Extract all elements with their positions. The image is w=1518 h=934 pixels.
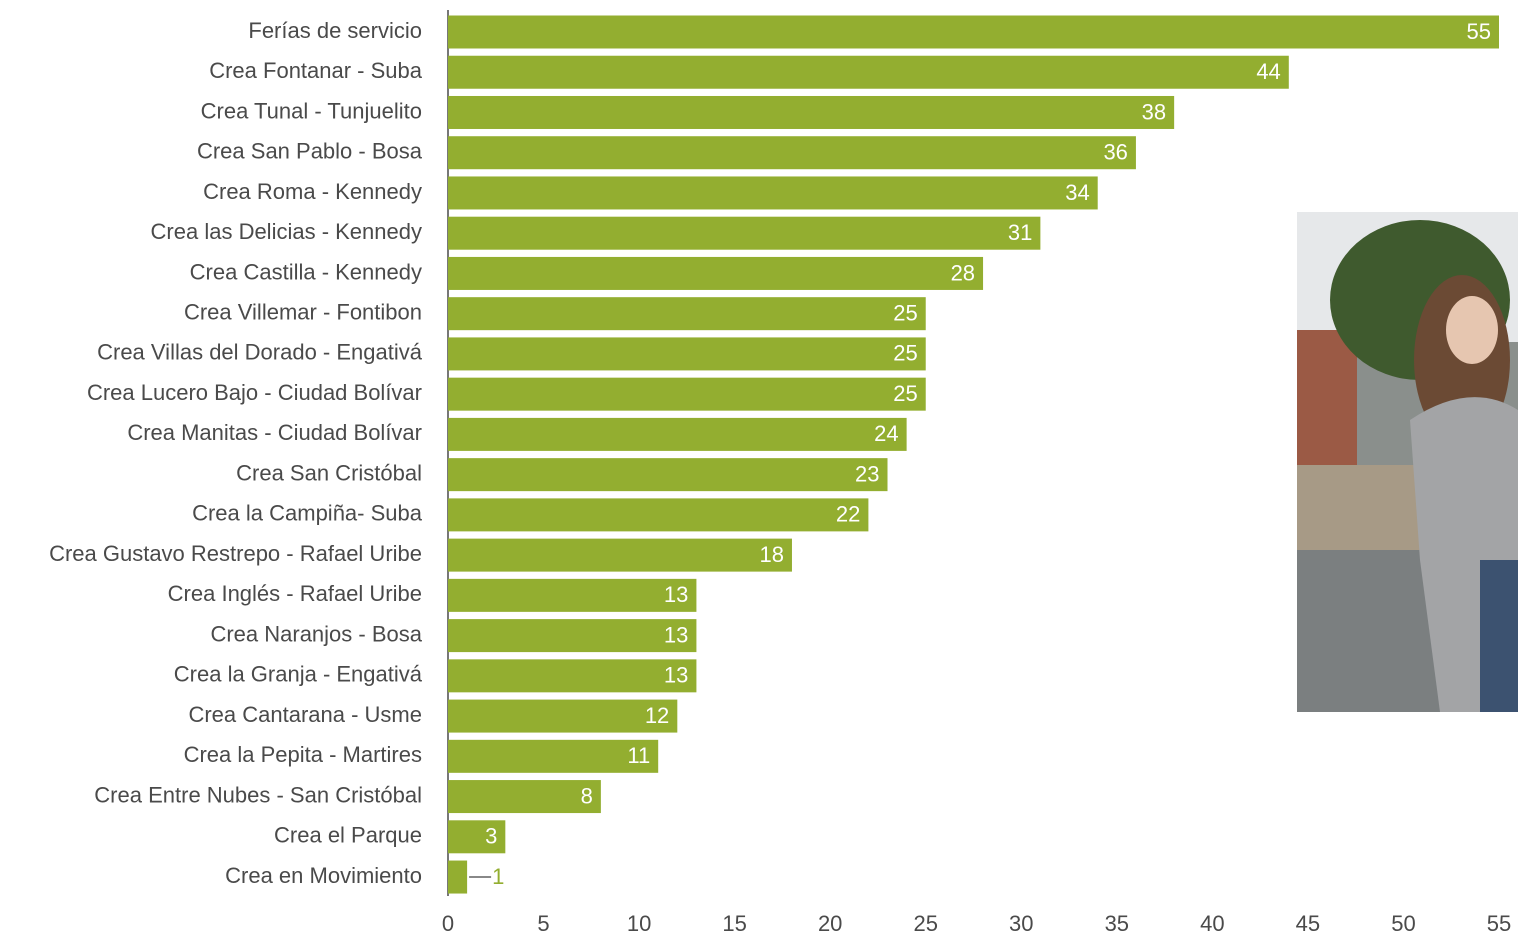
bar [448, 659, 697, 693]
x-tick-label: 25 [913, 911, 937, 934]
x-tick-label: 0 [442, 911, 454, 934]
category-label: Crea San Cristóbal [236, 460, 422, 485]
value-label: 31 [1008, 220, 1032, 245]
category-label: Crea el Parque [274, 823, 422, 848]
value-label: 13 [664, 663, 688, 688]
bar [448, 417, 907, 451]
x-tick-label: 5 [537, 911, 549, 934]
bar [448, 176, 1098, 210]
category-label: Crea Lucero Bajo - Ciudad Bolívar [87, 380, 422, 405]
bar [448, 458, 888, 492]
category-label: Crea Gustavo Restrepo - Rafael Uribe [49, 541, 422, 566]
value-label: 11 [627, 743, 650, 768]
value-label: 23 [855, 461, 879, 486]
bar [448, 538, 792, 572]
category-label: Crea la Campiña- Suba [192, 501, 423, 526]
x-tick-label: 40 [1200, 911, 1224, 934]
value-label: 25 [893, 341, 917, 366]
value-label: 55 [1467, 19, 1491, 44]
value-label: 25 [893, 381, 917, 406]
category-label: Crea Villas del Dorado - Engativá [97, 340, 423, 365]
bar [448, 136, 1136, 170]
value-label: 22 [836, 502, 860, 527]
category-label: Crea Villemar - Fontibon [184, 299, 422, 324]
value-label: 25 [893, 300, 917, 325]
category-label: Crea Manitas - Ciudad Bolívar [127, 420, 422, 445]
x-tick-label: 50 [1391, 911, 1415, 934]
category-label: Crea la Pepita - Martires [184, 742, 422, 767]
bar [448, 297, 926, 331]
value-label: 3 [485, 824, 497, 849]
value-label: 34 [1065, 180, 1089, 205]
category-label: Crea la Granja - Engativá [174, 662, 423, 687]
category-label: Crea Cantarana - Usme [188, 702, 422, 727]
value-label: 1 [492, 864, 504, 889]
x-tick-label: 35 [1105, 911, 1129, 934]
x-tick-label: 15 [722, 911, 746, 934]
bar [448, 95, 1175, 129]
category-label: Crea las Delicias - Kennedy [151, 219, 422, 244]
bar [448, 15, 1499, 49]
bar [448, 739, 659, 773]
value-label: 38 [1142, 99, 1166, 124]
category-label: Crea en Movimiento [225, 863, 422, 888]
bar [448, 55, 1289, 89]
x-tick-label: 20 [818, 911, 842, 934]
value-label: 13 [664, 622, 688, 647]
bar [448, 860, 468, 894]
x-tick-label: 30 [1009, 911, 1033, 934]
category-label: Crea San Pablo - Bosa [197, 139, 423, 164]
bar [448, 216, 1041, 250]
category-label: Crea Naranjos - Bosa [210, 621, 422, 646]
bar [448, 820, 506, 854]
bar [448, 256, 984, 290]
value-label: 36 [1103, 140, 1127, 165]
bar [448, 780, 601, 814]
category-label: Crea Inglés - Rafael Uribe [168, 581, 422, 606]
category-label: Crea Fontanar - Suba [209, 58, 423, 83]
value-label: 44 [1256, 59, 1280, 84]
bar [448, 337, 926, 371]
photo [1297, 212, 1518, 712]
x-tick-label: 10 [627, 911, 651, 934]
value-label: 8 [581, 783, 593, 808]
bar [448, 699, 678, 733]
value-label: 13 [664, 582, 688, 607]
category-label: Crea Castilla - Kennedy [190, 259, 422, 284]
x-tick-label: 45 [1296, 911, 1320, 934]
bar [448, 619, 697, 653]
bar [448, 578, 697, 612]
category-label: Crea Tunal - Tunjuelito [201, 98, 422, 123]
x-tick-label: 55 [1487, 911, 1511, 934]
value-label: 12 [645, 703, 669, 728]
value-label: 28 [951, 260, 975, 285]
category-label: Ferías de servicio [248, 18, 422, 43]
bar [448, 498, 869, 532]
bar [448, 377, 926, 411]
value-label: 24 [874, 421, 898, 446]
category-label: Crea Roma - Kennedy [203, 179, 422, 204]
value-label: 18 [759, 542, 783, 567]
category-label: Crea Entre Nubes - San Cristóbal [94, 782, 422, 807]
